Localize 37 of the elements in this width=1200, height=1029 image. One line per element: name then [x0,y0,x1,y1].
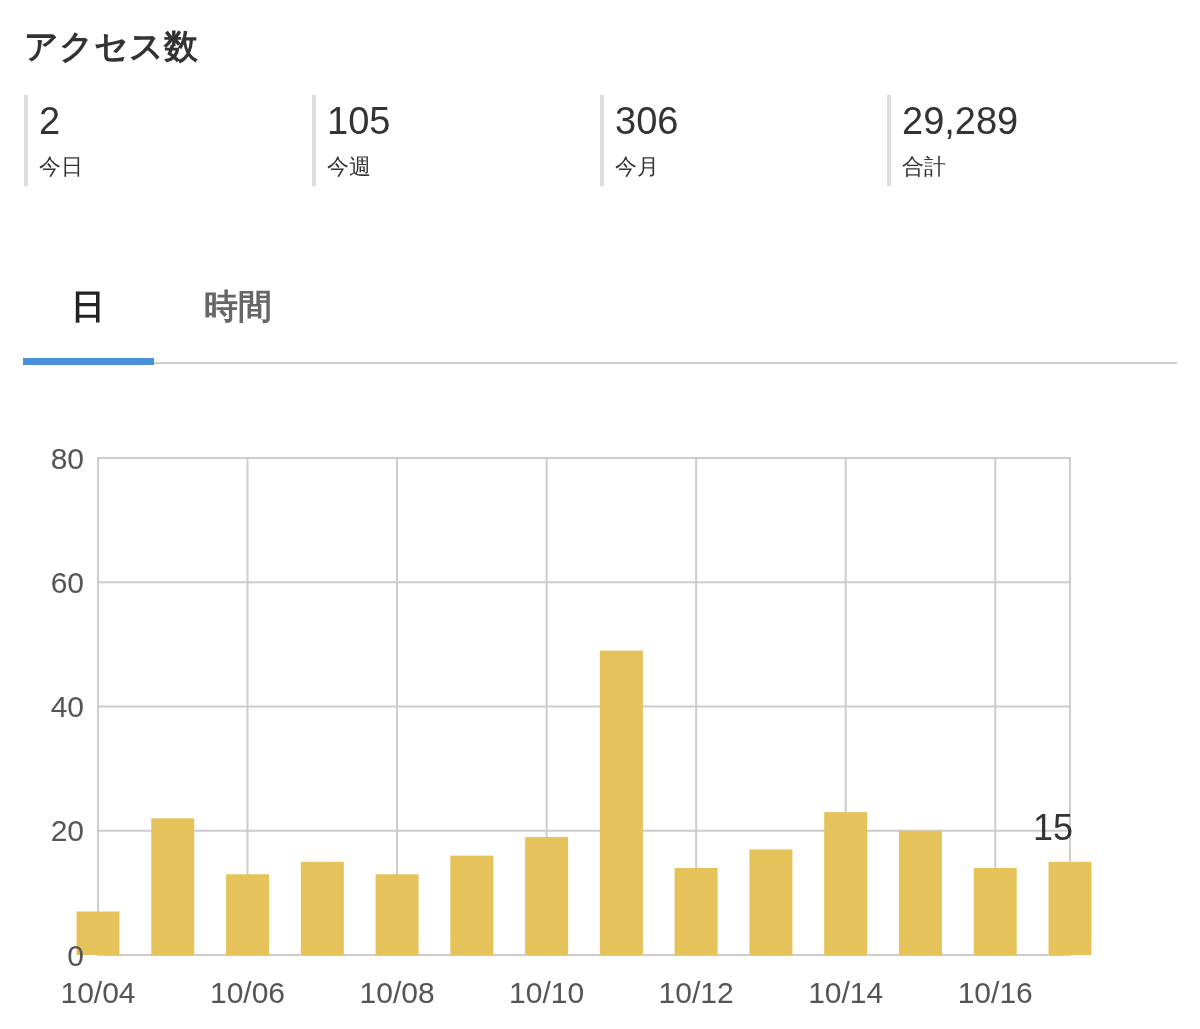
y-tick-label: 20 [50,814,84,848]
bar [973,868,1017,955]
bar [375,874,419,955]
bar [749,849,793,955]
data-label: 15 [1032,806,1074,848]
category-label: 今月 [615,154,659,179]
category-label: 合計 [902,154,946,179]
x-tick-label: 10/16 [957,976,1033,1009]
x-tick-label: 10/06 [210,976,286,1009]
y-tick-label: 80 [50,441,84,475]
x-tick-label: 10/14 [808,976,884,1009]
category-label: 今週 [327,154,371,179]
bar [1048,861,1092,955]
bar [450,855,494,955]
y-tick-label: 0 [67,938,84,972]
text: 306 [615,100,679,142]
text: アクセス数 [24,27,199,65]
bar [300,861,344,955]
y-tick-label: 60 [50,565,84,599]
text: 日 [71,287,105,325]
bar [525,836,569,955]
text: 時間 [204,287,272,325]
bar [151,818,195,955]
text: 29,289 [902,100,1019,142]
y-tick-label: 40 [50,690,84,723]
x-tick-label: 10/08 [359,976,435,1009]
bar [898,830,942,955]
text: 105 [327,100,391,142]
x-tick-label: 10/10 [509,976,585,1009]
x-tick-label: 10/12 [658,976,734,1009]
bar [824,812,868,955]
bar [674,868,718,955]
category-label: 今日 [39,154,83,179]
text: 2 [39,100,61,142]
bar [226,874,270,955]
x-tick-label: 10/04 [60,976,136,1009]
bar [599,650,643,955]
